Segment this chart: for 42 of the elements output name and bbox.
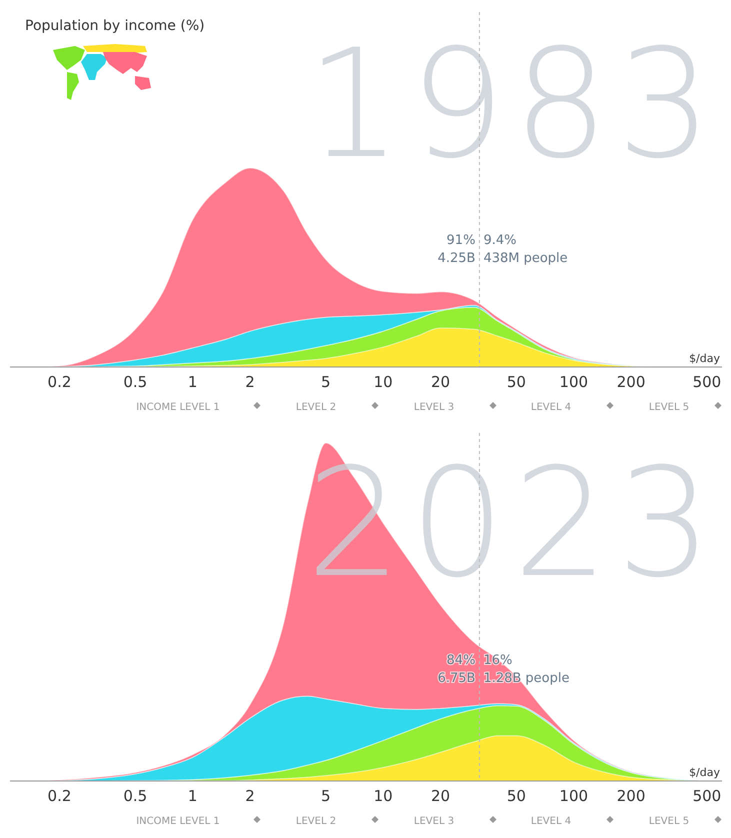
x-tick-label: 2 (245, 373, 255, 391)
x-tick-label: 20 (431, 373, 450, 391)
x-tick-label: 10 (374, 373, 393, 391)
x-tick-label: 10 (374, 787, 393, 805)
text: INCOME LEVEL 1 (136, 402, 220, 413)
text: LEVEL 5 (648, 816, 690, 827)
x-tick-label: 500 (692, 787, 722, 805)
annotation: 9.4% (483, 233, 516, 248)
annotation: 438M people (483, 251, 568, 266)
text: INCOME LEVEL 1 (136, 816, 220, 827)
x-tick-label: 0.5 (123, 787, 148, 805)
x-axis-title: $/day (689, 766, 720, 779)
x-tick-label: 0.2 (48, 373, 72, 391)
x-tick-label: 2 (245, 787, 255, 805)
x-tick-label: 1 (188, 373, 198, 391)
annotation: 1.28B people (483, 671, 570, 686)
text: LEVEL 2 (296, 402, 336, 413)
text: LEVEL 5 (648, 402, 690, 413)
text: LEVEL 3 (414, 402, 454, 413)
text: LEVEL 3 (414, 816, 454, 827)
text: LEVEL 4 (530, 816, 572, 827)
annotation: 4.25B (438, 251, 476, 266)
annotation: 6.75B (438, 671, 476, 686)
x-tick-label: 50 (506, 373, 526, 391)
x-tick-label: 100 (559, 373, 588, 391)
x-tick-label: 5 (321, 787, 331, 805)
x-tick-label: 0.2 (48, 787, 72, 805)
annotation: 91% (446, 233, 476, 248)
x-tick-label: 1 (188, 787, 198, 805)
x-tick-label: 20 (431, 787, 450, 805)
x-tick-label: 200 (616, 787, 646, 805)
x-tick-label: 100 (559, 787, 588, 805)
annotation: 84% (446, 653, 476, 668)
x-axis-title: $/day (689, 352, 720, 365)
x-tick-label: 200 (616, 373, 646, 391)
x-tick-label: 50 (506, 787, 526, 805)
x-tick-label: 0.5 (123, 373, 148, 391)
x-tick-label: 5 (321, 373, 331, 391)
chart-title: Population by income (%) (25, 18, 205, 34)
x-tick-label: 500 (692, 373, 722, 391)
text: LEVEL 4 (530, 402, 572, 413)
text: LEVEL 2 (296, 816, 336, 827)
